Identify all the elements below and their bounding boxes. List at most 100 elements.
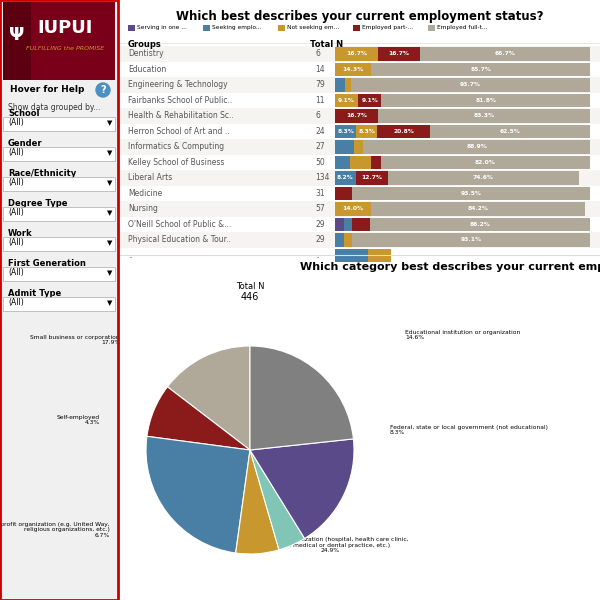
- Bar: [120, 232, 600, 247]
- Text: 16.7%: 16.7%: [346, 51, 367, 56]
- Bar: [344, 78, 351, 91]
- Text: 6: 6: [315, 111, 320, 120]
- Text: 8.2%: 8.2%: [337, 175, 354, 180]
- Text: 8.3%: 8.3%: [358, 129, 375, 134]
- Bar: [3, 177, 115, 191]
- Text: 29: 29: [315, 220, 325, 229]
- Text: Self-employed
4.3%: Self-employed 4.3%: [57, 415, 100, 425]
- Text: 84.2%: 84.2%: [467, 206, 488, 211]
- Bar: [120, 108, 600, 124]
- Text: (All): (All): [8, 238, 24, 247]
- Wedge shape: [250, 439, 354, 539]
- Text: Hover for Help: Hover for Help: [10, 85, 85, 94]
- Text: Engineering & Technology: Engineering & Technology: [128, 80, 227, 89]
- Bar: [335, 217, 344, 231]
- Text: 85.7%: 85.7%: [470, 67, 491, 72]
- Text: 82.0%: 82.0%: [475, 160, 496, 165]
- Bar: [420, 47, 590, 61]
- Bar: [120, 0, 600, 600]
- Bar: [120, 46, 600, 61]
- Wedge shape: [250, 346, 353, 450]
- Text: Show data grouped by...: Show data grouped by...: [8, 103, 100, 113]
- Bar: [388, 171, 578, 185]
- Text: Informatics & Computing: Informatics & Computing: [128, 142, 224, 151]
- Text: 20.8%: 20.8%: [394, 129, 414, 134]
- Text: Seeking emplo...: Seeking emplo...: [212, 25, 262, 31]
- Bar: [335, 233, 344, 247]
- Bar: [203, 25, 210, 31]
- Bar: [364, 140, 590, 154]
- Bar: [377, 109, 590, 122]
- Bar: [0, 0, 118, 600]
- Text: 31: 31: [315, 189, 325, 198]
- Text: 14.3%: 14.3%: [343, 67, 364, 72]
- Bar: [120, 185, 600, 201]
- Bar: [120, 201, 600, 217]
- Bar: [335, 187, 352, 200]
- Text: ▼: ▼: [107, 210, 112, 216]
- Text: Which category best describes your current employer?: Which category best describes your curre…: [300, 262, 600, 272]
- Text: ▼: ▼: [107, 180, 112, 186]
- Bar: [344, 233, 352, 247]
- Text: First Generation: First Generation: [8, 259, 86, 269]
- Bar: [358, 94, 382, 107]
- Text: (All): (All): [8, 208, 24, 217]
- Bar: [352, 217, 370, 231]
- Circle shape: [96, 83, 110, 97]
- Text: 57: 57: [315, 204, 325, 213]
- Bar: [335, 124, 356, 138]
- Text: 62.5%: 62.5%: [500, 129, 520, 134]
- Text: 27: 27: [315, 142, 325, 151]
- Text: Race/Ethnicity: Race/Ethnicity: [8, 169, 76, 179]
- Text: 50: 50: [315, 158, 325, 167]
- Text: 24: 24: [315, 127, 325, 136]
- Text: 16.7%: 16.7%: [388, 51, 409, 56]
- Text: Employed full-t...: Employed full-t...: [437, 25, 487, 31]
- Text: 8.3%: 8.3%: [337, 129, 354, 134]
- Text: 16.7%: 16.7%: [346, 113, 367, 118]
- Text: 81.8%: 81.8%: [475, 98, 496, 103]
- Bar: [371, 62, 590, 76]
- Wedge shape: [250, 450, 305, 550]
- Bar: [335, 140, 354, 154]
- Bar: [3, 2, 31, 80]
- Text: 12.7%: 12.7%: [362, 175, 383, 180]
- Bar: [3, 237, 115, 251]
- Text: 88.9%: 88.9%: [466, 144, 487, 149]
- Text: ▼: ▼: [107, 240, 112, 246]
- Bar: [3, 207, 115, 221]
- Text: 83.3%: 83.3%: [473, 113, 494, 118]
- Wedge shape: [146, 436, 250, 553]
- Text: Kelley School of Business: Kelley School of Business: [128, 158, 224, 167]
- Text: Fairbanks School of Public..: Fairbanks School of Public..: [128, 96, 232, 105]
- Bar: [120, 124, 600, 139]
- Bar: [352, 187, 590, 200]
- Text: Gender: Gender: [8, 139, 43, 148]
- Bar: [368, 248, 391, 262]
- Wedge shape: [236, 450, 279, 554]
- Text: Groups: Groups: [128, 40, 162, 49]
- Text: 86.2%: 86.2%: [469, 222, 490, 227]
- Text: 14.0%: 14.0%: [342, 206, 364, 211]
- Text: (All): (All): [8, 298, 24, 307]
- Text: 93.1%: 93.1%: [460, 237, 482, 242]
- Text: Herron School of Art and ..: Herron School of Art and ..: [128, 127, 229, 136]
- Text: (All): (All): [8, 179, 24, 187]
- Text: Liberal Arts: Liberal Arts: [128, 173, 172, 182]
- Text: ..: ..: [315, 251, 320, 260]
- Wedge shape: [167, 346, 250, 450]
- Text: 11: 11: [315, 96, 325, 105]
- Bar: [120, 139, 600, 154]
- Text: Educational institution or organization
14.6%: Educational institution or organization …: [405, 329, 520, 340]
- Bar: [278, 25, 285, 31]
- Bar: [430, 124, 590, 138]
- Text: O'Neill School of Public &...: O'Neill School of Public &...: [128, 220, 231, 229]
- Text: ..: ..: [128, 251, 133, 260]
- Text: 9.1%: 9.1%: [361, 98, 378, 103]
- Bar: [351, 78, 590, 91]
- Bar: [353, 25, 360, 31]
- Text: Education: Education: [128, 65, 166, 74]
- Bar: [120, 92, 600, 108]
- Wedge shape: [147, 387, 250, 450]
- Bar: [352, 233, 590, 247]
